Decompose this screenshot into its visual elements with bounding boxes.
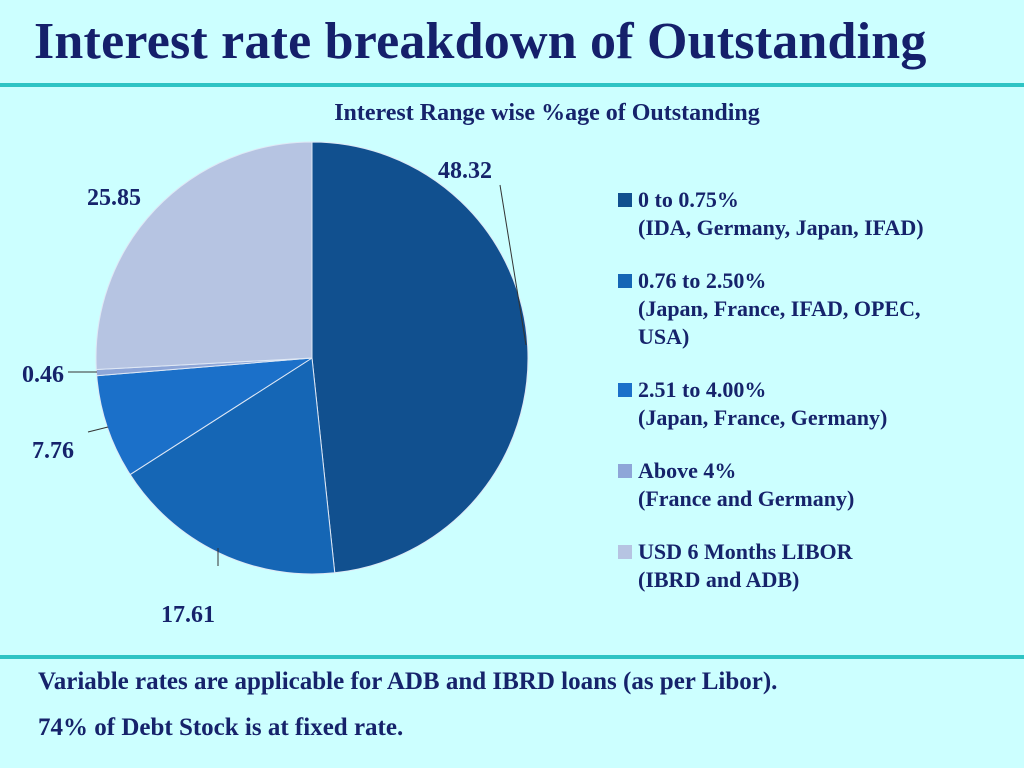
data-label: 48.32 [438,158,492,184]
data-label: 17.61 [161,602,215,628]
legend-swatch [618,193,632,207]
legend-item-2.51-to-4.00: 2.51 to 4.00% (Japan, France, Germany) [618,376,1018,432]
slide-title: Interest rate breakdown of Outstanding [34,13,927,70]
legend-sublabel-line-1: (Japan, France, IFAD, OPEC, [638,296,921,321]
chart-legend: 0 to 0.75% (IDA, Germany, Japan, IFAD) 0… [618,186,1018,619]
legend-label: Above 4% [638,458,737,483]
legend-swatch [618,545,632,559]
legend-label: 0 to 0.75% [638,187,739,212]
legend-sublabel: (IDA, Germany, Japan, IFAD) [638,215,924,240]
legend-sublabel: (France and Germany) [638,486,855,511]
legend-item-above-4: Above 4% (France and Germany) [618,457,1018,513]
top-divider [0,83,1024,87]
legend-label: USD 6 Months LIBOR [638,539,853,564]
legend-sublabel: (Japan, France, Germany) [638,405,888,430]
footnote-fixed-rate: 74% of Debt Stock is at fixed rate. [38,714,404,741]
legend-item-0.76-to-2.50: 0.76 to 2.50% (Japan, France, IFAD, OPEC… [618,267,1018,351]
legend-sublabel: (IBRD and ADB) [638,567,800,592]
legend-swatch [618,464,632,478]
legend-item-usd-libor: USD 6 Months LIBOR (IBRD and ADB) [618,538,1018,594]
pie-slice [311,141,529,574]
legend-item-0-to-0.75: 0 to 0.75% (IDA, Germany, Japan, IFAD) [618,186,1018,242]
footnote-variable-rates: Variable rates are applicable for ADB an… [38,668,778,695]
data-label: 25.85 [87,185,141,211]
legend-swatch [618,383,632,397]
chart-title: Interest Range wise %age of Outstanding [334,100,760,126]
legend-label: 2.51 to 4.00% [638,377,767,402]
legend-sublabel-line-2: USA) [638,324,690,349]
data-label: 7.76 [32,438,74,464]
legend-label: 0.76 to 2.50% [638,268,767,293]
legend-swatch [618,274,632,288]
leader-line [499,184,527,346]
pie-slice [95,141,313,371]
data-label: 0.46 [22,362,64,388]
leader-line [87,426,109,433]
bottom-divider [0,655,1024,659]
